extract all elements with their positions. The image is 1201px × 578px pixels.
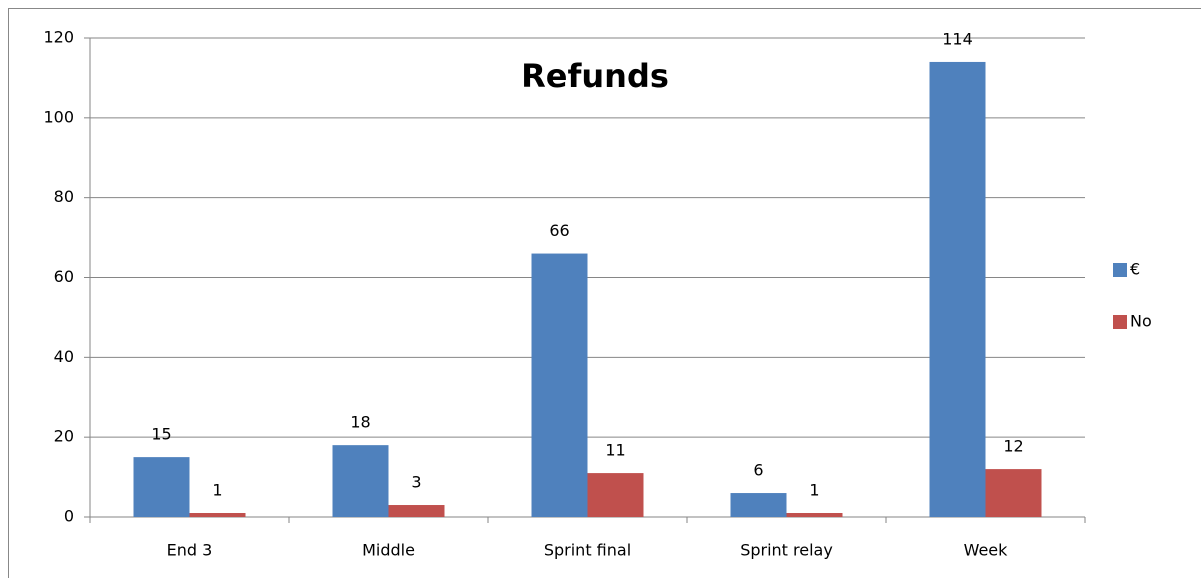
data-label: 3: [411, 473, 421, 492]
data-label: 1: [809, 481, 819, 500]
data-label: 11: [605, 441, 625, 460]
data-label: 18: [350, 413, 370, 432]
bar: [786, 513, 843, 517]
data-label: 15: [151, 425, 171, 444]
bar: [332, 445, 389, 517]
data-label: 114: [942, 29, 973, 48]
x-tick-label: Sprint relay: [740, 541, 833, 560]
bar: [929, 61, 986, 517]
bar: [587, 473, 644, 517]
x-tick-label: End 3: [167, 541, 213, 560]
data-label: 1: [212, 481, 222, 500]
y-tick-label: 0: [64, 507, 74, 526]
x-tick-label: Sprint final: [544, 541, 631, 560]
y-tick-label: 80: [54, 187, 74, 206]
legend-label: €: [1130, 260, 1140, 279]
data-label: 66: [549, 221, 569, 240]
y-tick-label: 60: [54, 267, 74, 286]
y-tick-label: 40: [54, 347, 74, 366]
data-label: 12: [1003, 437, 1023, 456]
y-tick-label: 120: [43, 28, 74, 47]
bar: [985, 469, 1042, 517]
bar: [730, 493, 787, 517]
x-tick-label: Middle: [362, 541, 415, 560]
y-tick-label: 20: [54, 427, 74, 446]
bar: [133, 457, 190, 517]
data-label: 6: [753, 461, 763, 480]
legend-swatch: [1113, 263, 1127, 277]
legend-label: No: [1130, 312, 1152, 331]
chart-title: Refunds: [521, 57, 669, 95]
bar: [531, 253, 588, 518]
x-tick-label: Week: [964, 541, 1009, 560]
bar: [189, 513, 246, 517]
bar: [388, 505, 445, 517]
legend-swatch: [1113, 315, 1127, 329]
y-tick-label: 100: [43, 107, 74, 126]
